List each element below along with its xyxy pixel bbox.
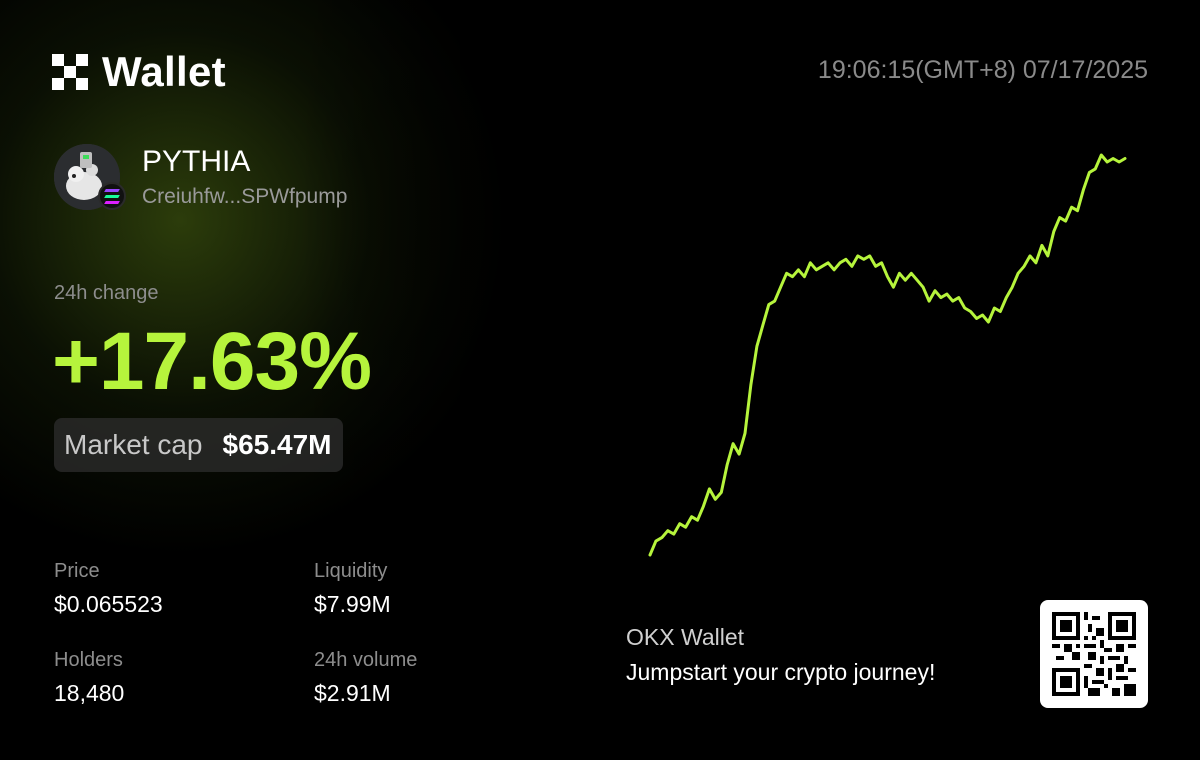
- token-avatar: [54, 144, 126, 210]
- market-cap-pill: Market cap $65.47M: [54, 418, 344, 472]
- holders-value: 18,480: [54, 680, 125, 706]
- volume-value: $2.91M: [314, 680, 391, 706]
- solana-icon: [98, 182, 126, 210]
- qr-code-icon: [1052, 612, 1136, 696]
- stat-holders: Holders 18,480: [54, 649, 124, 707]
- holders-label: Holders: [54, 649, 123, 671]
- liquidity-value: $7.99M: [314, 591, 391, 617]
- promo-brand: OKX Wallet: [626, 624, 745, 650]
- wallet-logo: Wallet: [52, 48, 226, 95]
- okx-logo-icon: [52, 54, 88, 90]
- market-cap-label: Market cap: [64, 429, 203, 460]
- token-address: Creiuhfw...SPWfpump: [142, 185, 348, 208]
- wallet-title: Wallet: [102, 48, 226, 95]
- price-value: $0.065523: [54, 591, 163, 617]
- liquidity-label: Liquidity: [314, 560, 388, 582]
- price-chart: [648, 153, 1127, 557]
- promo: OKX Wallet Jumpstart your crypto journey…: [626, 624, 935, 686]
- market-cap-value: $65.47M: [222, 429, 332, 460]
- change-label: 24h change: [54, 282, 159, 304]
- token-name: PYTHIA: [142, 145, 251, 178]
- stat-price: Price $0.065523: [54, 560, 163, 618]
- change-value: +17.63%: [52, 316, 372, 407]
- timestamp: 19:06:15(GMT+8) 07/17/2025: [817, 56, 1148, 84]
- token-header: PYTHIA Creiuhfw...SPWfpump: [54, 144, 347, 210]
- volume-label: 24h volume: [314, 649, 418, 671]
- stat-liquidity: Liquidity $7.99M: [314, 560, 391, 618]
- qr-code: [1040, 600, 1148, 708]
- background-fade: [300, 0, 620, 760]
- stat-volume: 24h volume $2.91M: [314, 649, 417, 707]
- promo-tagline: Jumpstart your crypto journey!: [626, 659, 936, 685]
- price-label: Price: [54, 560, 100, 582]
- price-series-line: [648, 153, 1127, 557]
